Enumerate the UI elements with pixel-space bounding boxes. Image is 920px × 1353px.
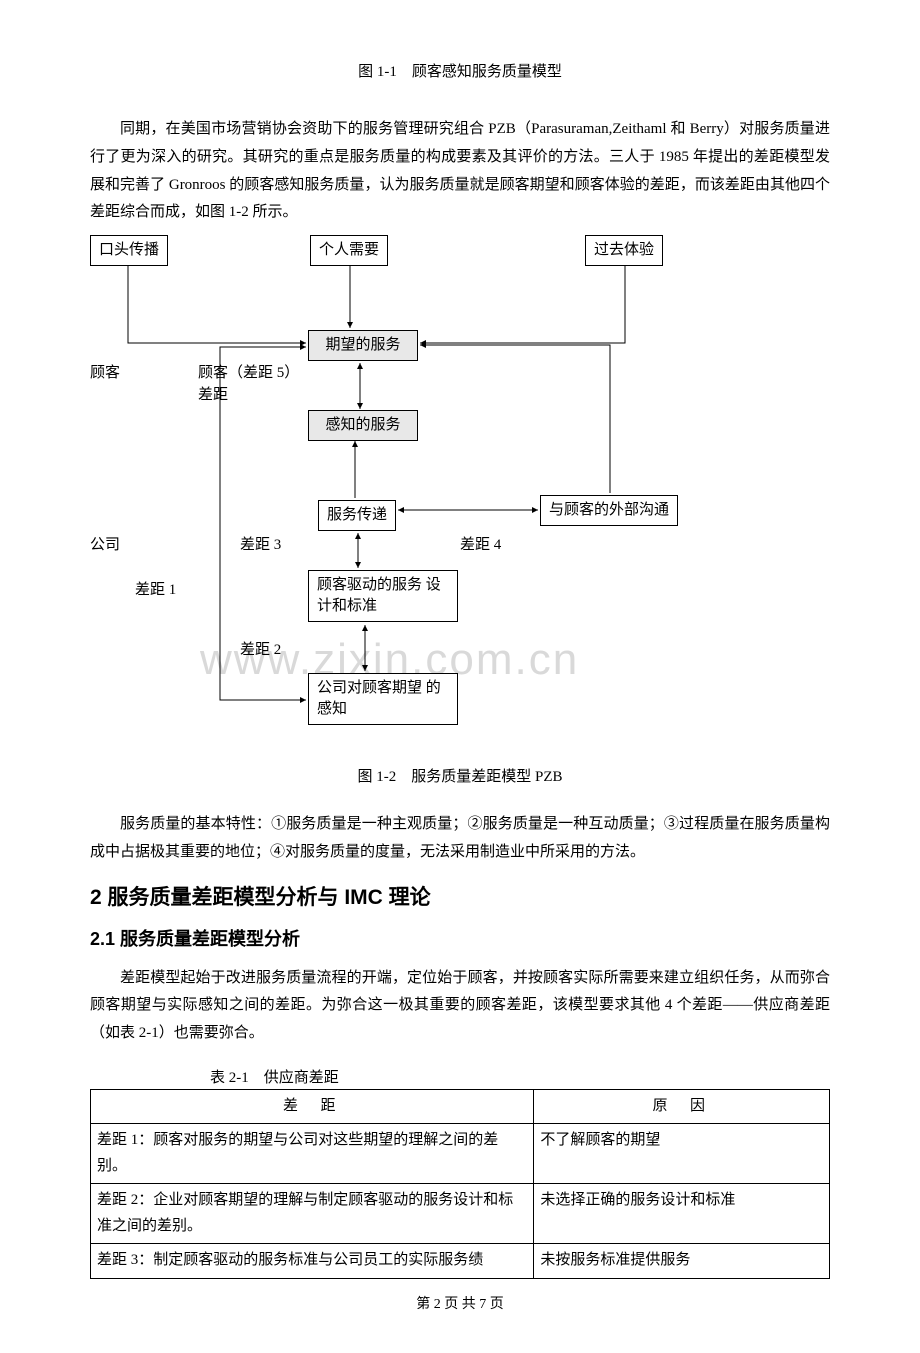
table-cell: 不了解顾客的期望 [534, 1124, 830, 1184]
node-perceived-service: 感知的服务 [308, 410, 418, 441]
table-cell: 差距 1：顾客对服务的期望与公司对这些期望的理解之间的差别。 [91, 1124, 534, 1184]
node-service-design: 顾客驱动的服务 设计和标准 [308, 570, 458, 622]
node-past-experience: 过去体验 [585, 235, 663, 266]
label-gap2: 差距 2 [240, 640, 281, 661]
label-gap4: 差距 4 [460, 535, 501, 556]
node-external-comm: 与顾客的外部沟通 [540, 495, 678, 526]
table-header-row: 差距 原因 [91, 1089, 830, 1124]
table-header-gap: 差距 [91, 1089, 534, 1124]
label-company: 公司 [90, 535, 120, 556]
paragraph-2: 服务质量的基本特性：①服务质量是一种主观质量；②服务质量是一种互动质量；③过程质… [90, 811, 830, 867]
table-header-reason: 原因 [534, 1089, 830, 1124]
table-row: 差距 1：顾客对服务的期望与公司对这些期望的理解之间的差别。 不了解顾客的期望 [91, 1124, 830, 1184]
node-personal-needs: 个人需要 [310, 235, 388, 266]
gap-model-diagram: www.zixin.com.cn 口头传播 个人需要 过去体验 期望的服务 感知… [90, 235, 830, 755]
node-word-of-mouth: 口头传播 [90, 235, 168, 266]
label-gap5a: 顾客（差距 5） [198, 363, 299, 384]
paragraph-1: 同期，在美国市场营销协会资助下的服务管理研究组合 PZB（Parasuraman… [90, 116, 830, 227]
label-gap1: 差距 1 [135, 580, 176, 601]
table-cell: 未选择正确的服务设计和标准 [534, 1184, 830, 1244]
label-gap5b: 差距 [198, 385, 228, 406]
table-cell: 差距 2：企业对顾客期望的理解与制定顾客驱动的服务设计和标准之间的差别。 [91, 1184, 534, 1244]
page-footer: 第 2 页 共 7 页 [90, 1293, 830, 1313]
page: 图 1-1 顾客感知服务质量模型 同期，在美国市场营销协会资助下的服务管理研究组… [0, 0, 920, 1353]
table-row: 差距 2：企业对顾客期望的理解与制定顾客驱动的服务设计和标准之间的差别。 未选择… [91, 1184, 830, 1244]
node-service-delivery: 服务传递 [318, 500, 396, 531]
supplier-gap-table: 差距 原因 差距 1：顾客对服务的期望与公司对这些期望的理解之间的差别。 不了解… [90, 1089, 830, 1279]
table-cell: 未按服务标准提供服务 [534, 1244, 830, 1279]
heading-2-1: 2.1 服务质量差距模型分析 [90, 925, 830, 951]
figure-1-2-caption: 图 1-2 服务质量差距模型 PZB [90, 765, 830, 786]
label-gap3: 差距 3 [240, 535, 281, 556]
figure-1-1-caption: 图 1-1 顾客感知服务质量模型 [90, 60, 830, 81]
table-2-1-caption: 表 2-1 供应商差距 [210, 1066, 830, 1087]
table-row: 差距 3：制定顾客驱动的服务标准与公司员工的实际服务绩 未按服务标准提供服务 [91, 1244, 830, 1279]
node-company-perception: 公司对顾客期望 的感知 [308, 673, 458, 725]
label-customer: 顾客 [90, 363, 120, 384]
paragraph-3: 差距模型起始于改进服务质量流程的开端，定位始于顾客，并按顾客实际所需要来建立组织… [90, 965, 830, 1048]
table-cell: 差距 3：制定顾客驱动的服务标准与公司员工的实际服务绩 [91, 1244, 534, 1279]
diagram-arrows [90, 235, 830, 755]
heading-2: 2 服务质量差距模型分析与 IMC 理论 [90, 881, 830, 911]
node-expected-service: 期望的服务 [308, 330, 418, 361]
